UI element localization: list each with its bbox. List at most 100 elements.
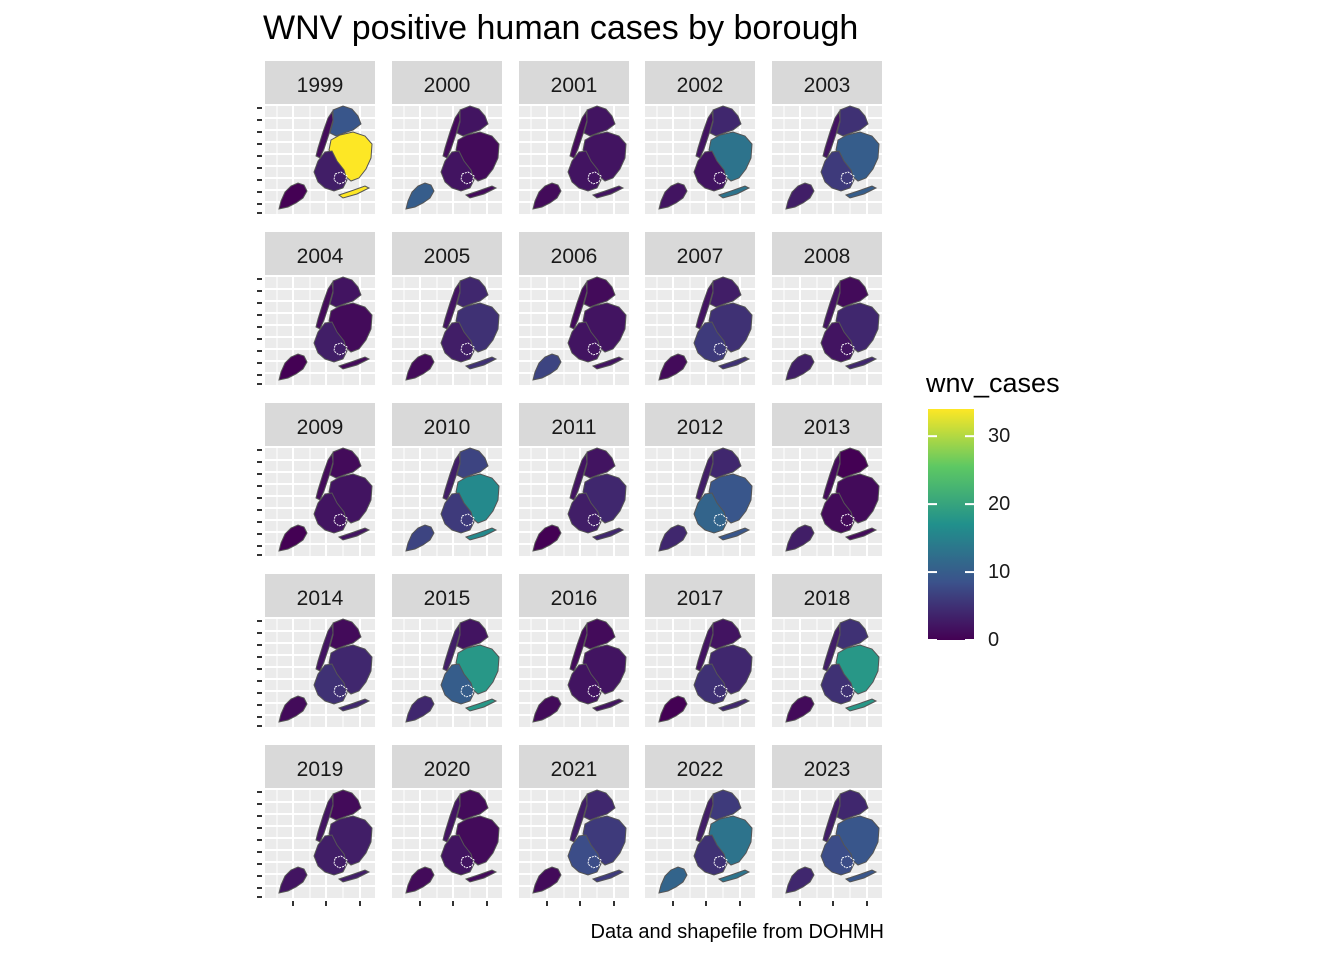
borough-map bbox=[532, 105, 627, 210]
borough-map bbox=[785, 447, 880, 552]
borough-brooklyn bbox=[440, 663, 475, 705]
borough-staten-island bbox=[532, 695, 562, 723]
caption: Data and shapefile from DOHMH bbox=[590, 921, 884, 943]
facet-panel-2002: 2002 bbox=[645, 61, 755, 214]
x-axis-ticks bbox=[799, 901, 868, 906]
facet-strip bbox=[645, 574, 755, 617]
facet-panel-2007: 2007 bbox=[645, 232, 755, 385]
borough-brooklyn bbox=[820, 150, 855, 192]
y-axis-ticks bbox=[257, 791, 262, 898]
borough-queens-rockaway bbox=[337, 869, 371, 883]
facet-panel-2001: 2001 bbox=[519, 61, 629, 214]
borough-map bbox=[278, 618, 373, 723]
facet-strip-label: 2017 bbox=[677, 587, 724, 610]
facet-panel-2016: 2016 bbox=[519, 574, 629, 727]
jamaica-bay-islands bbox=[587, 855, 602, 869]
borough-bronx bbox=[456, 276, 489, 308]
facet-panel-2019: 2019 bbox=[257, 745, 375, 906]
jamaica-bay-islands bbox=[840, 684, 855, 698]
borough-queens-rockaway bbox=[717, 698, 751, 712]
borough-brooklyn bbox=[567, 150, 602, 192]
borough-staten-island bbox=[278, 866, 308, 894]
facet-strip-label: 2010 bbox=[424, 416, 471, 439]
jamaica-bay-islands bbox=[333, 513, 348, 527]
borough-bronx bbox=[836, 789, 869, 821]
borough-bronx bbox=[456, 789, 489, 821]
facet-strip bbox=[265, 232, 375, 275]
jamaica-bay-islands bbox=[333, 855, 348, 869]
borough-brooklyn bbox=[820, 321, 855, 363]
borough-staten-island bbox=[658, 182, 688, 210]
borough-bronx bbox=[836, 618, 869, 650]
facet-strip-label: 2004 bbox=[297, 245, 344, 268]
borough-manhattan bbox=[822, 794, 841, 843]
borough-manhattan bbox=[442, 794, 461, 843]
borough-map bbox=[532, 789, 627, 894]
borough-queens-rockaway bbox=[337, 185, 371, 199]
borough-manhattan bbox=[569, 794, 588, 843]
borough-queens-rockaway bbox=[337, 356, 371, 370]
borough-brooklyn bbox=[313, 492, 348, 534]
facet-strip-label: 2001 bbox=[551, 74, 598, 97]
legend-title: wnv_cases bbox=[926, 368, 1060, 398]
x-axis-ticks bbox=[419, 901, 488, 906]
facet-strip-label: 2018 bbox=[804, 587, 851, 610]
borough-bronx bbox=[709, 447, 742, 479]
facet-panel-1999: 1999 bbox=[257, 61, 375, 214]
jamaica-bay-islands bbox=[840, 171, 855, 185]
jamaica-bay-islands bbox=[333, 684, 348, 698]
borough-brooklyn bbox=[313, 663, 348, 705]
borough-map bbox=[532, 447, 627, 552]
jamaica-bay-islands bbox=[587, 171, 602, 185]
legend-break-label: 0 bbox=[988, 629, 1000, 651]
borough-manhattan bbox=[822, 623, 841, 672]
borough-manhattan bbox=[315, 623, 334, 672]
facet-strip bbox=[392, 574, 502, 617]
borough-brooklyn bbox=[693, 150, 728, 192]
borough-map bbox=[785, 618, 880, 723]
legend-break-label: 30 bbox=[988, 425, 1011, 448]
borough-staten-island bbox=[532, 353, 562, 381]
borough-staten-island bbox=[532, 524, 562, 552]
borough-brooklyn bbox=[313, 150, 348, 192]
borough-manhattan bbox=[442, 623, 461, 672]
borough-queens-rockaway bbox=[844, 869, 878, 883]
borough-brooklyn bbox=[440, 150, 475, 192]
borough-queens-rockaway bbox=[464, 869, 498, 883]
borough-queens-rockaway bbox=[717, 185, 751, 199]
facet-panel-2012: 2012 bbox=[645, 403, 755, 556]
borough-queens-rockaway bbox=[591, 356, 625, 370]
borough-brooklyn bbox=[440, 834, 475, 876]
borough-staten-island bbox=[658, 695, 688, 723]
facet-panel-2015: 2015 bbox=[392, 574, 502, 727]
borough-brooklyn bbox=[567, 321, 602, 363]
borough-brooklyn bbox=[693, 663, 728, 705]
jamaica-bay-islands bbox=[460, 171, 475, 185]
borough-map bbox=[532, 276, 627, 381]
borough-manhattan bbox=[569, 110, 588, 159]
jamaica-bay-islands bbox=[713, 513, 728, 527]
facet-strip-label: 2011 bbox=[551, 416, 596, 439]
page-title: WNV positive human cases by borough bbox=[263, 9, 859, 47]
jamaica-bay-islands bbox=[460, 342, 475, 356]
borough-staten-island bbox=[785, 353, 815, 381]
borough-manhattan bbox=[315, 794, 334, 843]
x-axis-ticks bbox=[672, 901, 741, 906]
borough-staten-island bbox=[658, 524, 688, 552]
borough-manhattan bbox=[442, 452, 461, 501]
borough-queens-rockaway bbox=[464, 185, 498, 199]
jamaica-bay-islands bbox=[713, 684, 728, 698]
borough-staten-island bbox=[785, 695, 815, 723]
borough-manhattan bbox=[822, 110, 841, 159]
y-axis-ticks bbox=[257, 278, 262, 385]
facet-strip bbox=[645, 745, 755, 788]
facet-panel-2018: 2018 bbox=[772, 574, 882, 727]
facet-strip-label: 2003 bbox=[804, 74, 851, 97]
borough-map bbox=[658, 618, 753, 723]
facet-strip-label: 2000 bbox=[424, 74, 471, 97]
borough-map bbox=[405, 276, 500, 381]
legend-break-label: 10 bbox=[988, 561, 1011, 584]
borough-staten-island bbox=[658, 866, 688, 894]
borough-brooklyn bbox=[440, 321, 475, 363]
